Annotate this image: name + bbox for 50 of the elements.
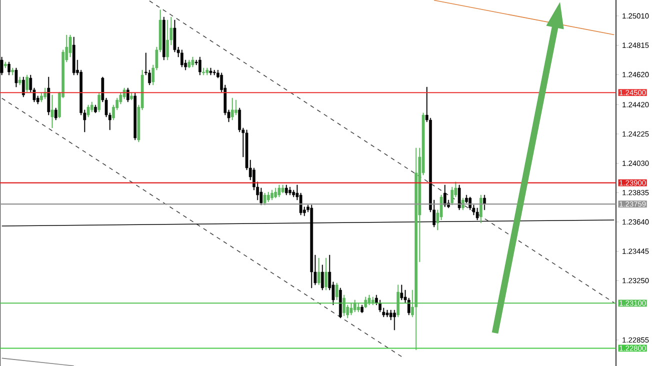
candlestick xyxy=(8,62,10,76)
candlestick xyxy=(483,194,486,210)
candlestick xyxy=(134,92,137,140)
candlestick xyxy=(458,184,461,210)
candlestick xyxy=(126,88,130,102)
candlestick xyxy=(162,16,166,60)
candlestick xyxy=(14,68,18,88)
candlestick xyxy=(274,188,278,198)
candlestick xyxy=(50,94,54,128)
candlestick xyxy=(317,258,320,286)
candlestick xyxy=(86,104,90,118)
candlestick xyxy=(166,20,169,60)
candlestick xyxy=(263,192,266,206)
candlestick xyxy=(26,74,28,92)
candlestick xyxy=(335,282,338,300)
candlestick xyxy=(130,92,133,100)
candlestick xyxy=(212,70,216,76)
candlestick xyxy=(188,60,191,68)
candlestick xyxy=(479,194,482,224)
candlestick xyxy=(230,98,234,120)
candlestick xyxy=(443,184,446,208)
candlestick xyxy=(288,186,292,196)
candlestick xyxy=(47,76,50,116)
candlestick xyxy=(270,190,274,200)
candlestick xyxy=(198,56,202,76)
candlestick xyxy=(54,108,58,120)
candlestick xyxy=(320,264,324,290)
candlestick xyxy=(284,184,288,196)
candlestick xyxy=(209,68,212,76)
candlestick xyxy=(72,36,76,76)
candlestick xyxy=(360,304,364,314)
candlestick xyxy=(400,284,404,300)
candlestick xyxy=(18,76,22,86)
candlestick xyxy=(386,310,389,318)
candlestick xyxy=(278,184,281,198)
candlestick xyxy=(281,184,284,194)
candlestick xyxy=(4,62,7,68)
candlestick xyxy=(11,68,14,76)
candlestick xyxy=(98,92,100,112)
candlestick xyxy=(191,56,194,68)
candlestick xyxy=(22,76,25,98)
candlestick xyxy=(266,192,270,202)
candlestick xyxy=(202,68,205,76)
candlestick xyxy=(338,288,342,318)
candlestick xyxy=(206,68,209,76)
candlestick xyxy=(180,50,184,68)
candlestick xyxy=(393,310,396,330)
candlestick xyxy=(324,258,328,290)
candlestick xyxy=(0,56,4,76)
candlestick xyxy=(94,104,97,114)
